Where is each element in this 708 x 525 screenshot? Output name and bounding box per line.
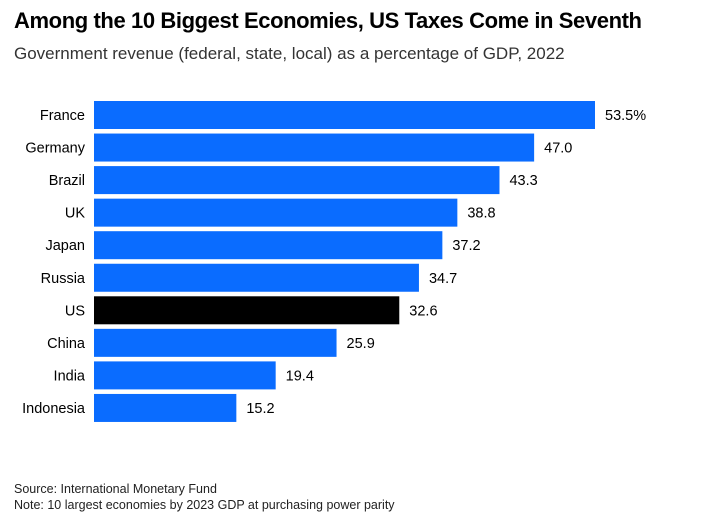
source-note: Source: International Monetary Fund [14,482,217,496]
category-label-us: US [65,303,85,319]
category-label-india: India [54,368,86,384]
bar-japan [94,231,443,260]
value-label-france: 53.5% [605,108,646,124]
value-label-brazil: 43.3 [509,173,537,189]
value-label-india: 19.4 [286,368,314,384]
category-label-brazil: Brazil [49,173,85,189]
bar-germany [94,133,535,162]
category-label-china: China [47,336,86,352]
bar-chart: France 53.5% Germany 47.0 Brazil 43.3 UK 38.8 Ja… [22,101,646,422]
bar-france [94,101,595,129]
bar-china [94,328,337,357]
category-label-indonesia: Indonesia [22,401,86,417]
value-label-russia: 34.7 [429,271,457,287]
bar-indonesia [94,393,237,422]
category-label-japan: Japan [45,238,85,254]
bar-india [94,361,276,390]
category-label-russia: Russia [41,271,86,287]
category-label-france: France [40,108,85,124]
value-label-china: 25.9 [347,336,375,352]
value-label-indonesia: 15.2 [246,401,274,417]
chart-subtitle: Government revenue (federal, state, loca… [14,44,565,63]
value-label-us: 32.6 [409,303,437,319]
category-label-germany: Germany [25,141,85,157]
bar-uk [94,198,458,227]
value-label-germany: 47.0 [544,141,572,157]
bar-russia [94,263,419,292]
bar-us [94,296,400,325]
footnote: Note: 10 largest economies by 2023 GDP a… [14,498,395,512]
category-label-uk: UK [65,206,85,222]
value-label-japan: 37.2 [452,238,480,254]
bar-brazil [94,166,500,195]
value-label-uk: 38.8 [467,206,495,222]
chart-title: Among the 10 Biggest Economies, US Taxes… [14,8,642,33]
